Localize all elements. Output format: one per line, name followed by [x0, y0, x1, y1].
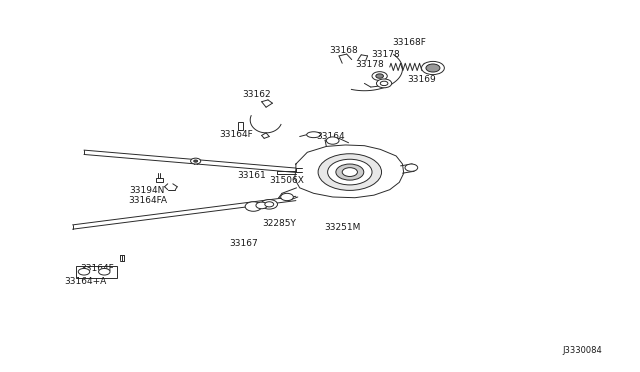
- Circle shape: [426, 64, 440, 72]
- Circle shape: [380, 81, 388, 86]
- Bar: [156, 178, 163, 182]
- Circle shape: [336, 164, 364, 180]
- Text: 33164: 33164: [316, 132, 344, 141]
- Text: 33251M: 33251M: [324, 223, 360, 232]
- Circle shape: [427, 63, 439, 71]
- Circle shape: [256, 202, 268, 209]
- Circle shape: [372, 72, 387, 80]
- Bar: [237, 122, 243, 129]
- Circle shape: [376, 74, 383, 78]
- Circle shape: [326, 137, 339, 144]
- Circle shape: [245, 202, 262, 211]
- Text: J3330084: J3330084: [563, 346, 602, 355]
- Circle shape: [342, 168, 357, 176]
- Circle shape: [281, 193, 293, 201]
- Circle shape: [318, 154, 381, 190]
- Circle shape: [265, 202, 274, 207]
- Text: 33168: 33168: [330, 46, 358, 55]
- Circle shape: [376, 79, 392, 88]
- Circle shape: [194, 160, 198, 162]
- Polygon shape: [294, 145, 404, 198]
- Ellipse shape: [307, 132, 321, 138]
- Text: 31506X: 31506X: [269, 176, 304, 185]
- Text: 32285Y: 32285Y: [262, 219, 296, 228]
- Text: 33161: 33161: [237, 171, 266, 180]
- Circle shape: [405, 164, 418, 171]
- Text: 33194N: 33194N: [130, 186, 165, 195]
- Circle shape: [78, 269, 90, 275]
- Circle shape: [191, 158, 201, 164]
- Text: 33169: 33169: [407, 75, 436, 84]
- Circle shape: [99, 269, 110, 275]
- Text: 33164F: 33164F: [80, 264, 113, 273]
- Text: 33162: 33162: [243, 90, 271, 99]
- Bar: [76, 266, 117, 278]
- Text: 33164F: 33164F: [220, 130, 253, 139]
- Circle shape: [422, 61, 444, 75]
- Text: 33168F: 33168F: [392, 38, 426, 47]
- Text: 33167: 33167: [230, 240, 259, 248]
- Text: 33164+A: 33164+A: [64, 277, 106, 286]
- Text: 33164FA: 33164FA: [128, 196, 167, 205]
- Text: 33178: 33178: [371, 50, 400, 59]
- Circle shape: [261, 199, 278, 209]
- Text: 33178: 33178: [355, 60, 384, 69]
- Circle shape: [328, 159, 372, 185]
